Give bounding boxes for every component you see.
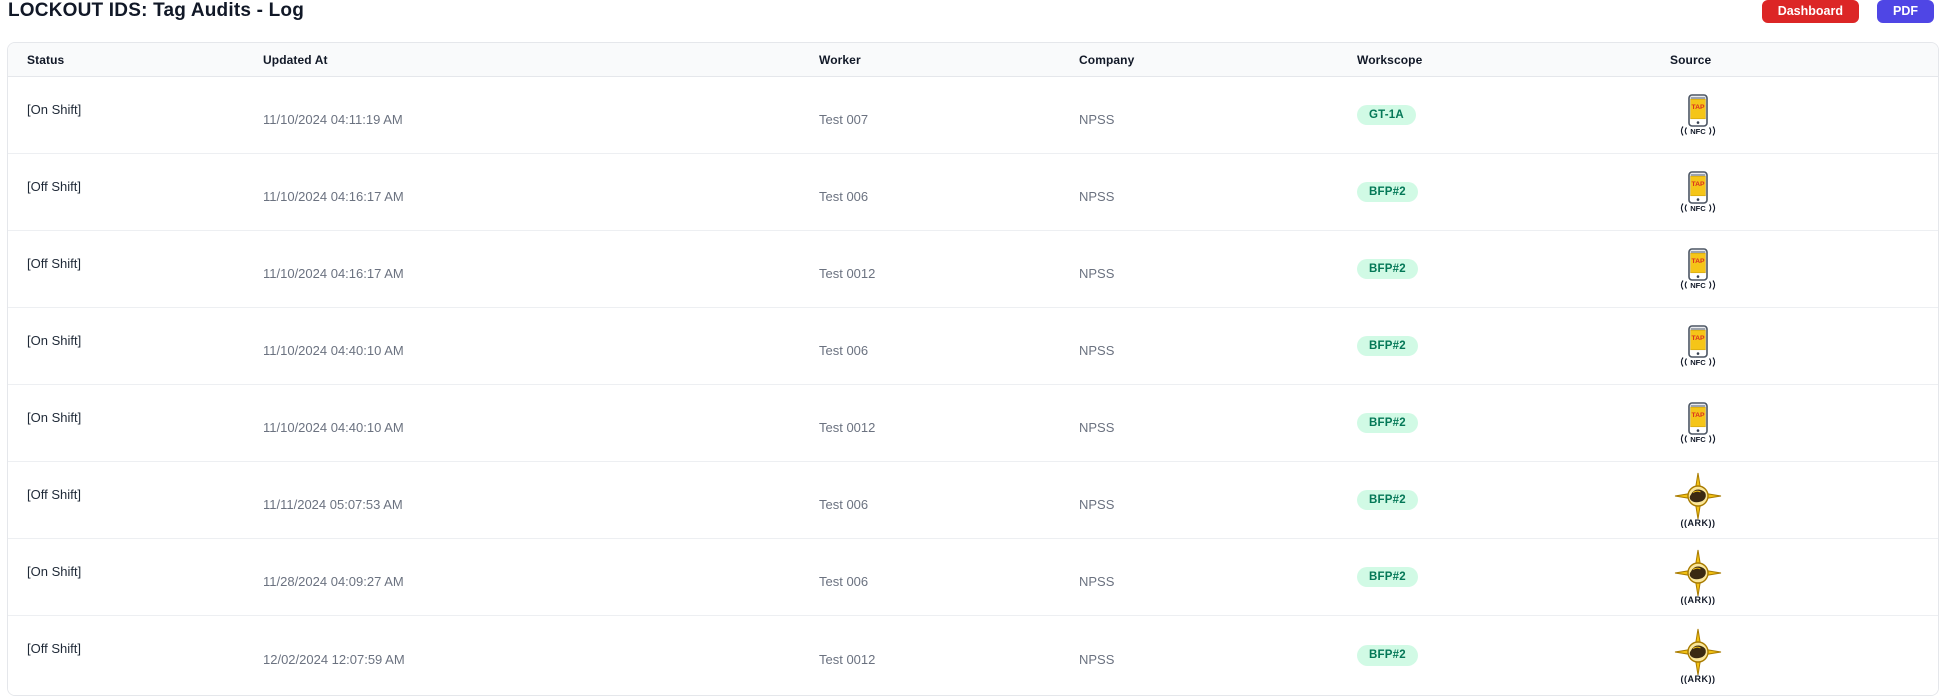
svg-text:((ARK)): ((ARK)) (1681, 518, 1716, 528)
svg-text:((ARK)): ((ARK)) (1681, 674, 1716, 684)
column-header-source: Source (1670, 52, 1712, 67)
column-header-worker: Worker (819, 52, 861, 67)
source-cell: TAP NFC (1670, 154, 1938, 230)
workscope-badge: BFP#2 (1357, 566, 1418, 588)
updated-at-cell: 11/10/2024 04:16:17 AM (263, 265, 404, 281)
updated-at-cell: 11/28/2024 04:09:27 AM (263, 573, 404, 589)
workscope-cell: BFP#2 (1357, 539, 1670, 615)
updated-at-cell: 11/10/2024 04:11:19 AM (263, 111, 403, 127)
page-title: LOCKOUT IDS: Tag Audits - Log (8, 0, 305, 21)
workscope-cell: BFP#2 (1357, 616, 1670, 695)
status-cell: [Off Shift] (27, 641, 81, 656)
toolbar-actions: Dashboard PDF (1761, 0, 1934, 23)
svg-text:NFC: NFC (1690, 127, 1706, 136)
column-header-company: Company (1079, 52, 1135, 67)
workscope-badge: BFP#2 (1357, 181, 1418, 203)
svg-text:((ARK)): ((ARK)) (1681, 595, 1716, 605)
source-cell: TAP NFC (1670, 308, 1938, 384)
workscope-cell: GT-1A (1357, 77, 1670, 153)
nfc-tap-icon: TAP NFC (1680, 248, 1716, 290)
ark-rfid-logo: ((ARK)) (1674, 549, 1722, 605)
updated-at-cell: 11/11/2024 05:07:53 AM (263, 496, 403, 512)
company-cell: NPSS (1079, 652, 1115, 667)
worker-cell: Test 006 (819, 496, 869, 512)
source-cell: TAP NFC (1670, 231, 1938, 307)
svg-text:TAP: TAP (1691, 181, 1705, 188)
nfc-tap-icon: TAP NFC (1680, 325, 1716, 367)
status-cell: [On Shift] (27, 564, 82, 579)
dashboard-button[interactable]: Dashboard (1761, 0, 1859, 23)
ark-rfid-logo: ((ARK)) (1674, 472, 1722, 528)
table-row: [Off Shift] 11/10/2024 04:16:17 AM Test … (8, 153, 1938, 230)
svg-text:NFC: NFC (1690, 204, 1706, 213)
status-cell: [Off Shift] (27, 487, 81, 502)
status-cell: [Off Shift] (27, 256, 81, 271)
workscope-cell: BFP#2 (1357, 231, 1670, 307)
svg-text:NFC: NFC (1690, 281, 1706, 290)
table-row: [Off Shift] 12/02/2024 12:07:59 AM Test … (8, 615, 1938, 695)
updated-at-cell: 11/10/2024 04:40:10 AM (263, 342, 404, 358)
column-header-status: Status (27, 52, 65, 67)
status-cell: [On Shift] (27, 102, 82, 117)
status-cell: [On Shift] (27, 333, 82, 348)
table-row: [On Shift] 11/10/2024 04:11:19 AM Test 0… (8, 77, 1938, 153)
column-header-workscope: Workscope (1357, 52, 1423, 67)
tag-audits-table: Status Updated At Worker Company Worksco… (7, 42, 1939, 696)
svg-text:TAP: TAP (1691, 258, 1705, 265)
updated-at-cell: 11/10/2024 04:16:17 AM (263, 188, 404, 204)
svg-text:TAP: TAP (1691, 335, 1705, 342)
workscope-badge: BFP#2 (1357, 645, 1418, 666)
workscope-badge: BFP#2 (1357, 489, 1418, 511)
workscope-cell: BFP#2 (1357, 385, 1670, 461)
workscope-badge: BFP#2 (1357, 335, 1418, 357)
ark-rfid-logo: ((ARK)) (1674, 628, 1722, 684)
worker-cell: Test 0012 (819, 652, 876, 667)
column-header-updated-at: Updated At (263, 52, 328, 67)
svg-text:NFC: NFC (1690, 435, 1706, 444)
table-row: [On Shift] 11/28/2024 04:09:27 AM Test 0… (8, 538, 1938, 615)
svg-text:NFC: NFC (1690, 358, 1706, 367)
company-cell: NPSS (1079, 573, 1115, 589)
nfc-tap-icon: TAP NFC (1680, 171, 1716, 213)
table-body: [On Shift] 11/10/2024 04:11:19 AM Test 0… (8, 77, 1938, 695)
worker-cell: Test 0012 (819, 265, 876, 281)
company-cell: NPSS (1079, 496, 1115, 512)
company-cell: NPSS (1079, 419, 1115, 435)
worker-cell: Test 006 (819, 342, 869, 358)
worker-cell: Test 006 (819, 573, 869, 589)
source-cell: TAP NFC (1670, 385, 1938, 461)
workscope-badge: BFP#2 (1357, 412, 1418, 434)
table-row: [On Shift] 11/10/2024 04:40:10 AM Test 0… (8, 384, 1938, 461)
source-cell: ((ARK)) (1670, 462, 1938, 538)
svg-text:TAP: TAP (1691, 412, 1705, 419)
company-cell: NPSS (1079, 342, 1115, 358)
workscope-badge: GT-1A (1357, 104, 1416, 126)
table-row: [Off Shift] 11/10/2024 04:16:17 AM Test … (8, 230, 1938, 307)
top-bar: LOCKOUT IDS: Tag Audits - Log Dashboard … (0, 0, 1946, 24)
company-cell: NPSS (1079, 265, 1115, 281)
company-cell: NPSS (1079, 188, 1115, 204)
source-cell: ((ARK)) (1670, 539, 1938, 615)
workscope-cell: BFP#2 (1357, 462, 1670, 538)
table-header-row: Status Updated At Worker Company Worksco… (8, 43, 1938, 77)
workscope-badge: BFP#2 (1357, 258, 1418, 280)
status-cell: [On Shift] (27, 410, 82, 425)
svg-text:TAP: TAP (1691, 104, 1705, 111)
workscope-cell: BFP#2 (1357, 154, 1670, 230)
table-row: [Off Shift] 11/11/2024 05:07:53 AM Test … (8, 461, 1938, 538)
source-cell: TAP NFC (1670, 77, 1938, 153)
nfc-tap-icon: TAP NFC (1680, 402, 1716, 444)
updated-at-cell: 11/10/2024 04:40:10 AM (263, 419, 404, 435)
pdf-button[interactable]: PDF (1877, 0, 1934, 23)
worker-cell: Test 007 (819, 111, 869, 127)
workscope-cell: BFP#2 (1357, 308, 1670, 384)
status-cell: [Off Shift] (27, 179, 81, 194)
updated-at-cell: 12/02/2024 12:07:59 AM (263, 652, 405, 667)
table-row: [On Shift] 11/10/2024 04:40:10 AM Test 0… (8, 307, 1938, 384)
nfc-tap-icon: TAP NFC (1680, 94, 1716, 136)
company-cell: NPSS (1079, 111, 1115, 127)
worker-cell: Test 0012 (819, 419, 876, 435)
source-cell: ((ARK)) (1670, 616, 1938, 695)
worker-cell: Test 006 (819, 188, 869, 204)
